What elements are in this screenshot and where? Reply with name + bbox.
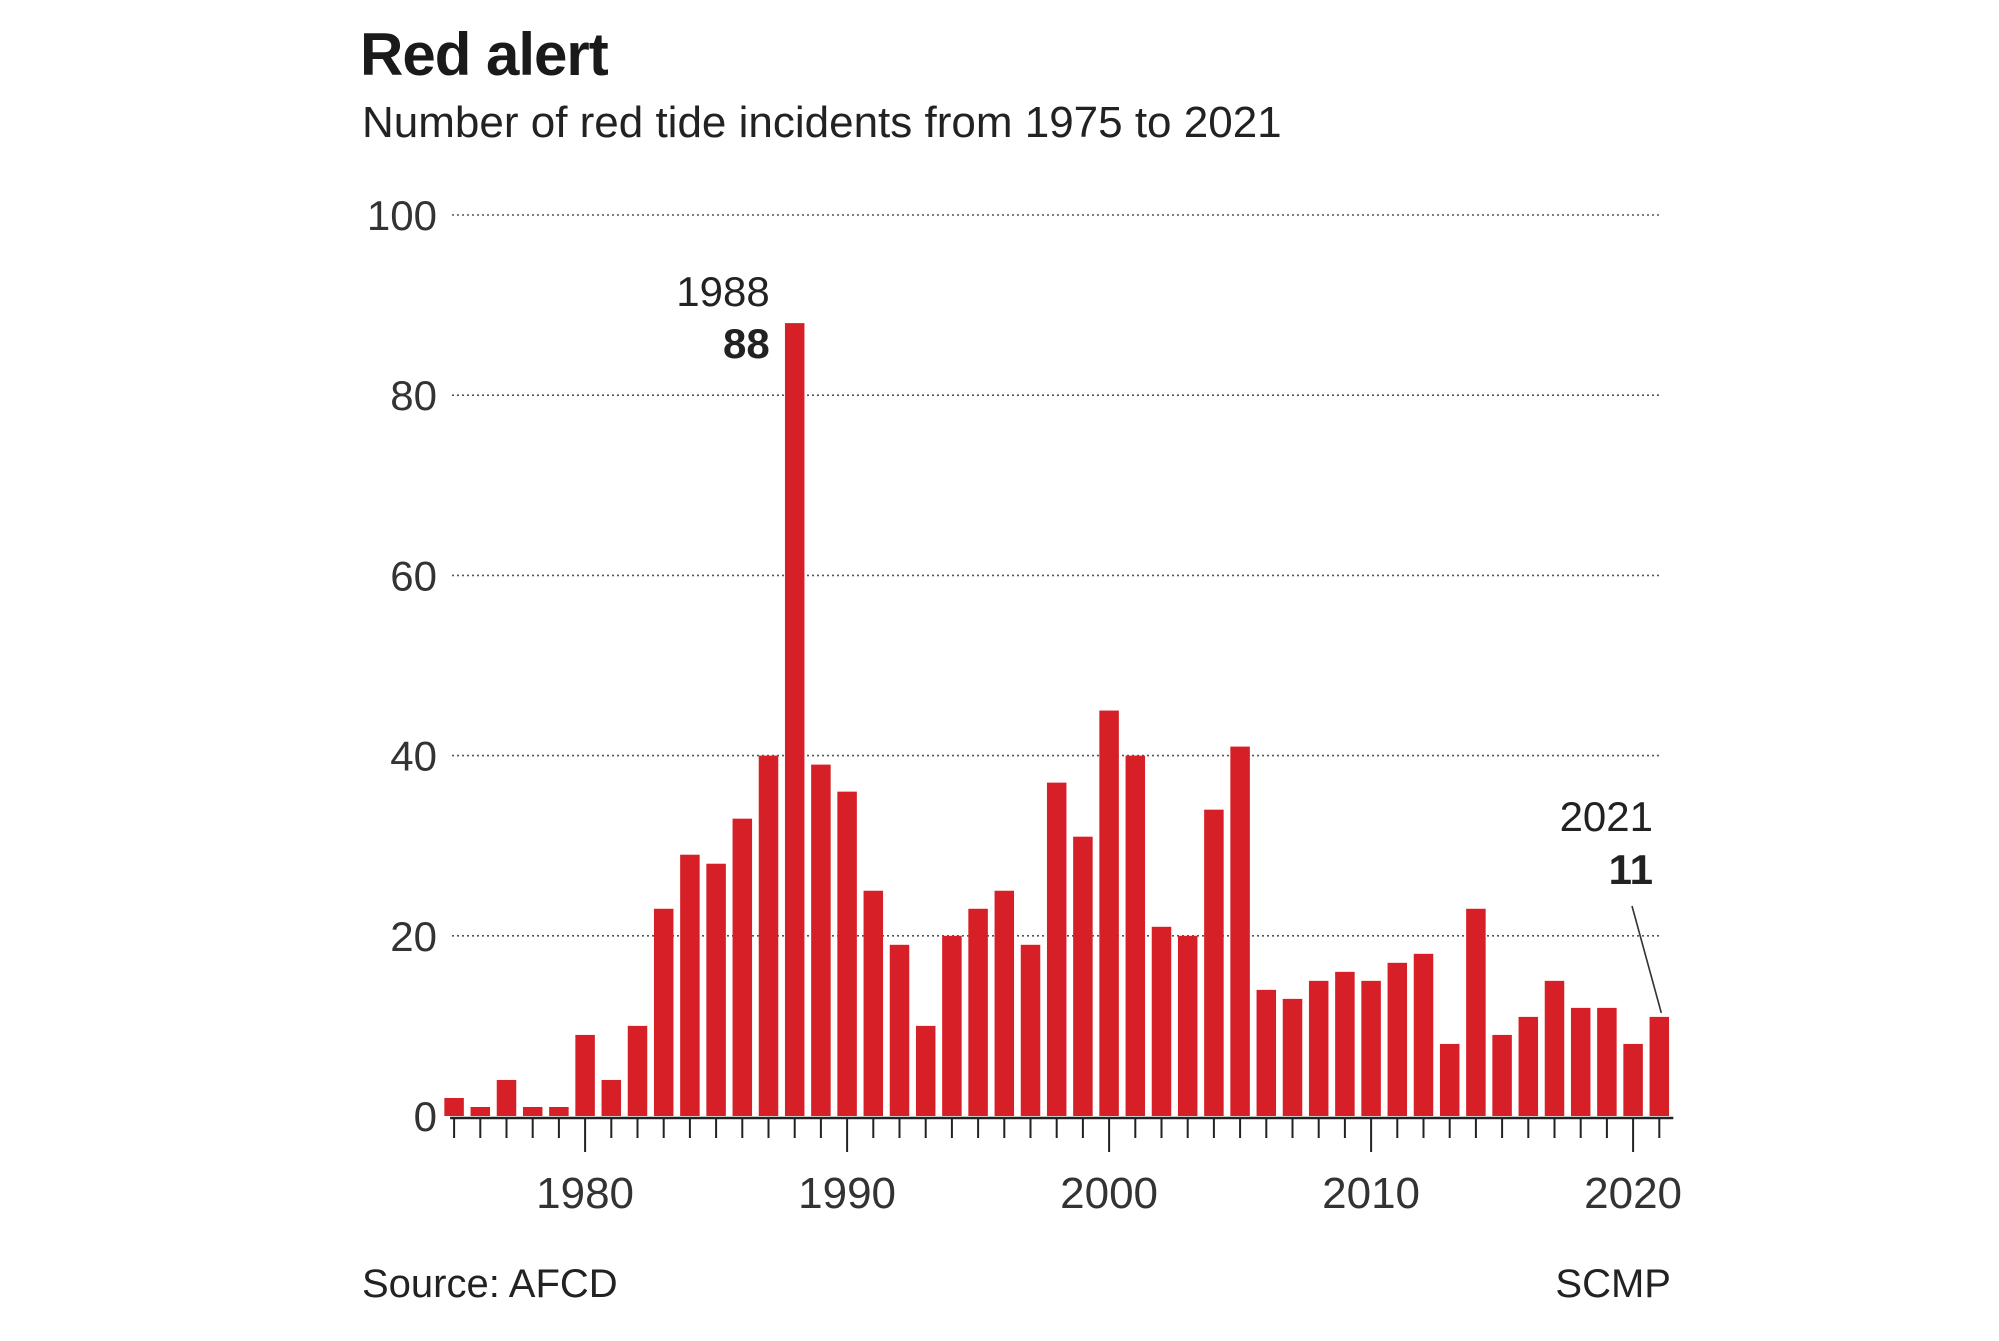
bar-2005: [1230, 746, 1250, 1116]
bar-2004: [1204, 809, 1224, 1116]
credit-note: SCMP: [1555, 1262, 1671, 1306]
bar-2002: [1151, 926, 1172, 1116]
bar-2018: [1570, 1007, 1591, 1116]
bar-2003: [1177, 935, 1198, 1116]
annotation-value-1988: 88: [723, 320, 770, 367]
bar-1997: [1020, 944, 1041, 1116]
bar-2021: [1649, 1016, 1670, 1116]
x-tick-label: 2000: [1060, 1169, 1158, 1218]
bar-2016: [1518, 1016, 1539, 1116]
chart-subtitle: Number of red tide incidents from 1975 t…: [362, 98, 1282, 147]
bar-1989: [811, 764, 831, 1116]
bar-1986: [732, 818, 753, 1116]
y-tick-label: 80: [390, 372, 437, 419]
bar-2001: [1125, 755, 1146, 1116]
bar-1995: [968, 908, 988, 1116]
bar-2013: [1439, 1043, 1460, 1116]
bar-2011: [1387, 962, 1408, 1116]
gridlines: [452, 214, 1660, 937]
annotation-value-2021: 11: [1609, 846, 1653, 893]
bar-1979: [549, 1106, 569, 1116]
chart-title: Red alert: [360, 21, 609, 88]
bar-2009: [1335, 971, 1355, 1116]
bar-1982: [627, 1025, 648, 1116]
x-tick-label: 2020: [1584, 1169, 1682, 1218]
bar-1988: [784, 323, 805, 1116]
bar-1996: [994, 890, 1015, 1116]
bar-1992: [889, 944, 910, 1116]
bar-1999: [1073, 836, 1093, 1116]
x-axis-labels: 1980 1990 2000 2010 2020: [536, 1169, 1682, 1218]
annotation-year-1988: 1988: [676, 268, 769, 315]
bar-2019: [1597, 1007, 1617, 1116]
bar-2012: [1413, 953, 1434, 1116]
bar-1985: [706, 863, 726, 1116]
bar-1981: [601, 1079, 622, 1116]
bar-1993: [915, 1025, 936, 1116]
bar-1978: [522, 1106, 543, 1116]
bar-1984: [680, 854, 700, 1116]
y-tick-label: 100: [367, 192, 437, 239]
x-axis: [450, 1116, 1674, 1152]
bars: [444, 323, 1670, 1116]
annotation-year-2021: 2021: [1560, 793, 1653, 840]
bar-1977: [496, 1079, 517, 1116]
bar-2017: [1544, 980, 1565, 1116]
bar-2015: [1492, 1034, 1512, 1116]
x-tick-label: 2010: [1322, 1169, 1420, 1218]
bar-1998: [1046, 782, 1067, 1116]
y-tick-label: 0: [414, 1093, 437, 1140]
bar-2020: [1623, 1043, 1643, 1116]
y-tick-label: 40: [390, 733, 437, 780]
source-note: Source: AFCD: [362, 1262, 618, 1306]
bar-1976: [470, 1106, 491, 1116]
bar-1991: [863, 890, 884, 1116]
bar-2014: [1466, 908, 1486, 1116]
y-axis-labels: 0 20 40 60 80 100: [367, 192, 437, 1140]
x-tick-label: 1990: [798, 1169, 896, 1218]
annotations: 1988 88 2021 11: [676, 268, 1663, 1014]
annotation-leader-2021: [1631, 905, 1663, 1014]
bar-1975: [444, 1097, 464, 1116]
x-tick-label: 1980: [536, 1169, 634, 1218]
bar-1990: [837, 791, 857, 1116]
bar-1994: [942, 935, 962, 1116]
bar-1987: [758, 755, 779, 1116]
bar-2006: [1256, 989, 1277, 1116]
y-tick-label: 60: [390, 552, 437, 599]
bar-2007: [1282, 998, 1303, 1116]
bar-2000: [1099, 710, 1119, 1116]
y-tick-label: 20: [390, 913, 437, 960]
bar-2010: [1361, 980, 1381, 1116]
bar-2008: [1308, 980, 1329, 1116]
bar-1980: [575, 1034, 595, 1116]
bar-1983: [653, 908, 674, 1116]
